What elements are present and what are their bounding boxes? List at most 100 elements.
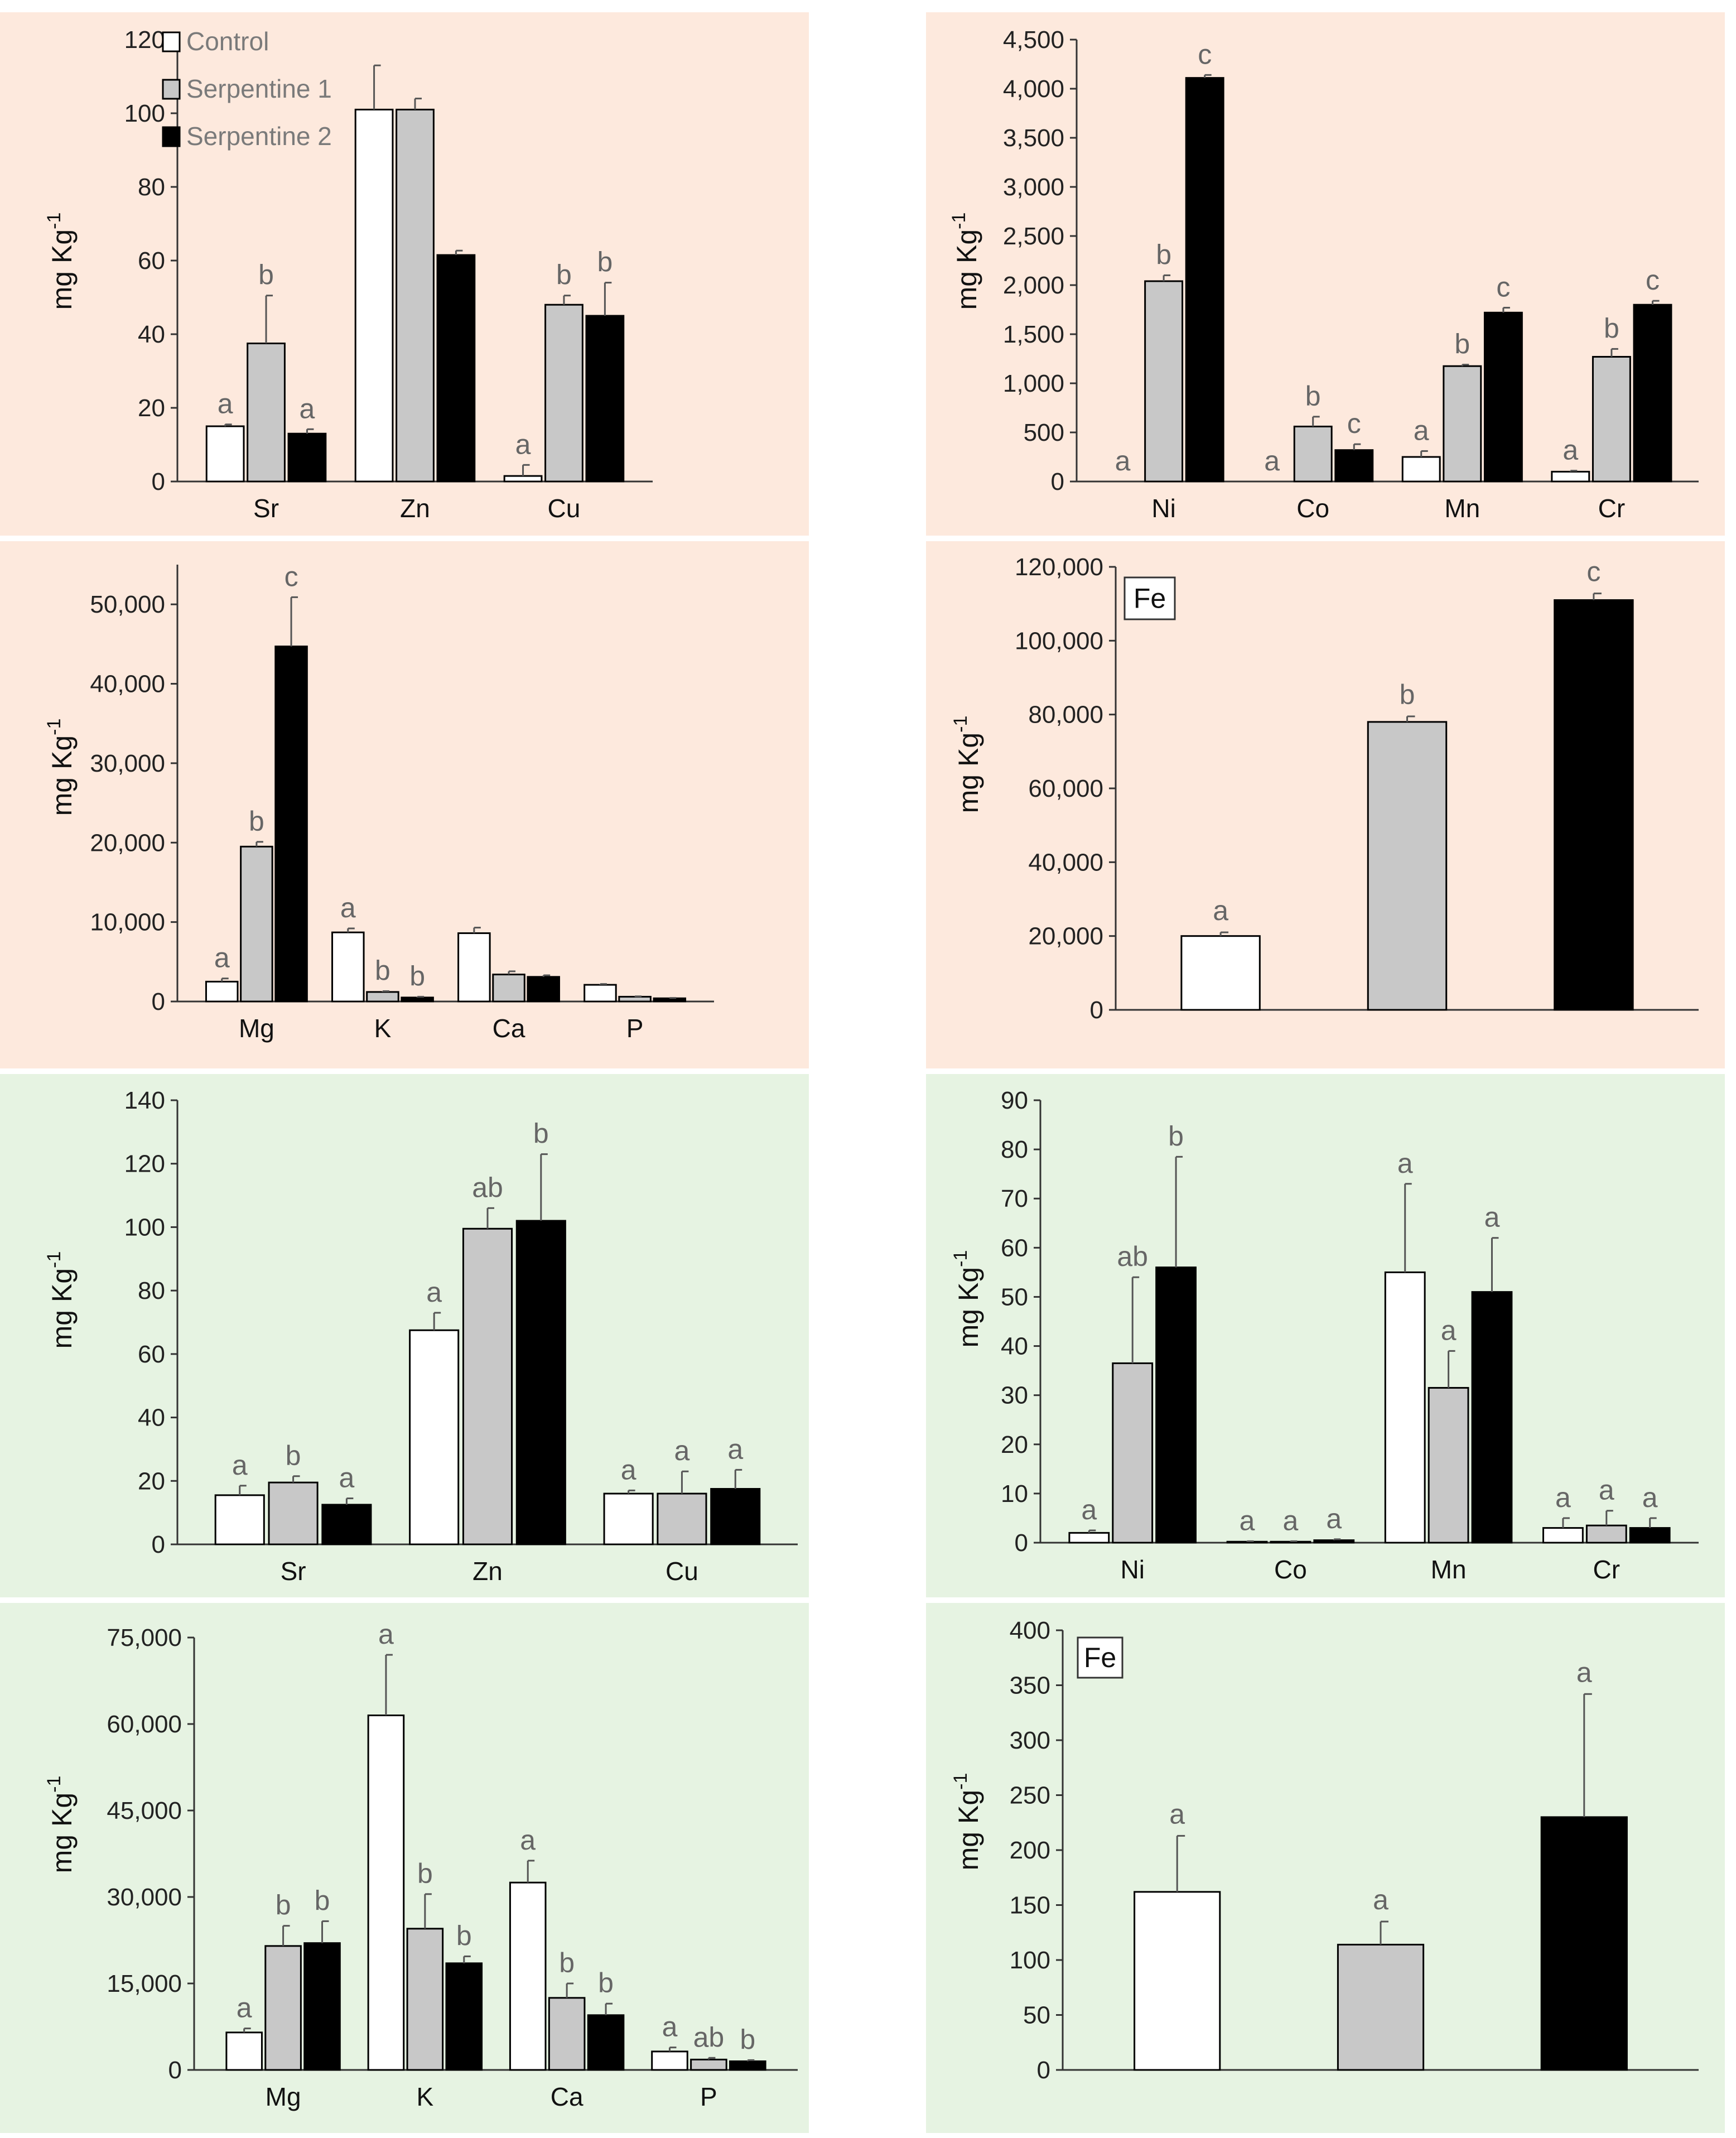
significance-letter: b [249,806,264,837]
significance-letter: a [621,1454,636,1485]
y-tick-label: 20,000 [90,829,165,856]
bar-ca-control [509,1881,547,2071]
significance-letter: a [378,1619,394,1650]
significance-letter: ab [472,1172,503,1203]
y-tick-label: 100 [1010,1947,1050,1974]
bar-mg-serpentine-2 [303,1942,341,2071]
y-tick-label: 0 [1015,1529,1028,1557]
significance-letter: b [1168,1120,1184,1152]
y-tick-label: 30 [1001,1382,1028,1409]
category-label-zn: Zn [472,1557,503,1586]
bar-ca-serpentine-1 [548,1997,586,2071]
y-tick-label: 0 [1037,2057,1050,2084]
significance-letter: a [232,1450,248,1481]
category-label-k: K [374,1014,392,1043]
bar-mg-control [225,2031,263,2071]
y-tick-label: 100 [124,1214,165,1241]
bar-control [1180,935,1261,1011]
y-tick-label: 500 [1024,419,1064,446]
bar-zn-serpentine-1 [462,1227,513,1545]
significance-letter: a [1373,1884,1388,1915]
significance-letter: a [515,428,531,460]
bar-co-serpentine-1 [1293,425,1333,483]
y-tick-label: 0 [168,2057,182,2084]
chart-panel-p4: 0 20,000 40,000 60,000 80,000 100,000 120,000 m… [926,541,1725,1068]
significance-letter: a [1213,895,1228,926]
significance-letter: b [409,960,425,991]
y-tick-label: 30,000 [107,1884,182,1911]
significance-letter: a [218,388,233,420]
y-tick-label: 300 [1010,1727,1050,1754]
category-label-mg: Mg [239,1014,274,1043]
bar-co-serpentine-2 [1313,1539,1355,1544]
y-tick-label: 150 [1010,1892,1050,1919]
y-tick-label: 90 [1001,1087,1028,1114]
significance-letter: c [284,561,298,592]
significance-letter: a [1599,1475,1614,1506]
y-tick-label: 80 [138,1277,165,1304]
category-label-zn: Zn [400,494,430,523]
y-tick-label: 0 [152,988,165,1015]
bar-p-serpentine-2 [653,997,687,1003]
y-tick-label: 120 [124,26,165,54]
bar-ni-serpentine-2 [1185,77,1224,483]
y-tick-label: 350 [1010,1672,1050,1699]
bar-sr-serpentine-2 [321,1504,372,1545]
y-tick-label: 80 [1001,1136,1028,1163]
significance-letter: b [533,1118,549,1149]
significance-letter: a [300,393,315,424]
bar-ca-serpentine-2 [587,2014,625,2071]
y-axis-label: mg Kg-1 [950,1773,984,1871]
chart-panel-p2: 0 500 1,000 1,500 2,000 2,500 3,000 3,500 4,000 4… [926,12,1725,536]
y-tick-label: 45,000 [107,1797,182,1824]
bar-p-serpentine-1 [690,2058,727,2071]
y-tick-label: 60 [138,1341,165,1368]
bar-mn-control [1401,456,1441,483]
bar-mn-serpentine-1 [1443,365,1482,483]
legend-label: Serpentine 1 [186,74,332,103]
y-tick-label: 50 [1023,2002,1050,2029]
category-label-ca: Ca [493,1014,525,1043]
significance-letter: b [740,2024,755,2055]
significance-letter: b [598,1967,614,1999]
y-tick-label: 100 [124,100,165,127]
y-tick-label: 20,000 [1028,923,1103,950]
bar-ca-control [457,932,491,1003]
legend-swatch [162,31,181,52]
category-label-cu: Cu [548,494,581,523]
y-tick-label: 4,500 [1003,26,1064,54]
y-tick-label: 120,000 [1015,553,1103,581]
y-tick-label: 20 [138,394,165,422]
bar-cu-serpentine-1 [544,304,584,483]
category-label-mn: Mn [1431,1555,1467,1584]
significance-letter: b [559,1947,575,1978]
y-tick-label: 0 [1051,468,1064,495]
significance-letter: c [1496,271,1510,302]
bar-cu-control [503,475,543,483]
bar-cr-control [1542,1527,1584,1544]
bar-sr-serpentine-1 [268,1481,319,1545]
bar-p-serpentine-2 [729,2060,766,2071]
category-label-ni: Ni [1120,1555,1144,1584]
significance-letter: b [456,1920,472,1951]
significance-letter: b [315,1885,330,1916]
category-label-k: K [417,2082,434,2111]
bar-p-serpentine-1 [618,995,652,1003]
y-tick-label: 2,500 [1003,223,1064,250]
y-tick-label: 60 [138,247,165,275]
significance-letter: a [1576,1657,1592,1688]
bar-mg-serpentine-1 [264,1945,302,2071]
significance-letter: a [674,1435,690,1466]
significance-letter: a [1397,1148,1413,1179]
chart-panel-p3: 0 10,000 20,000 30,000 40,000 50,000 mg Kg-1 a b… [0,541,809,1068]
legend-label: Serpentine 2 [186,122,332,151]
bar-serpentine-1 [1337,1943,1425,2071]
y-tick-label: 140 [124,1087,165,1114]
significance-letter: c [1198,38,1212,70]
bar-serpentine-1 [1367,721,1448,1011]
bar-cr-serpentine-2 [1633,304,1672,483]
significance-letter: ab [1117,1241,1148,1272]
